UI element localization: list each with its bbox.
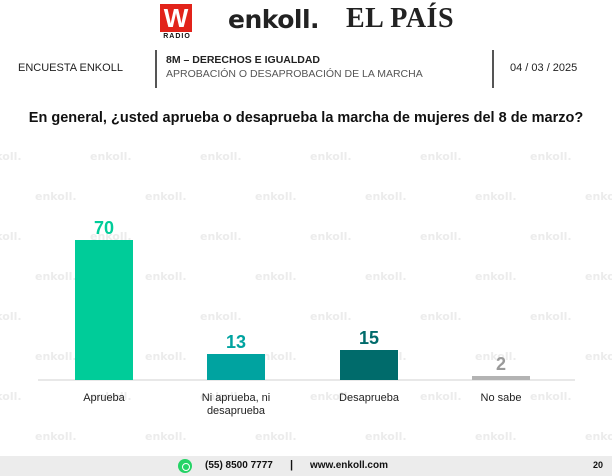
- watermark-text: enkoll.: [365, 190, 407, 203]
- survey-label: ENCUESTA ENKOLL: [18, 62, 123, 74]
- watermark-text: enkoll.: [365, 270, 407, 283]
- header-divider: [492, 50, 494, 88]
- watermark-text: enkoll.: [585, 270, 612, 283]
- enkoll-logo: enkoll.: [228, 5, 320, 34]
- watermark-text: enkoll.: [145, 190, 187, 203]
- watermark-text: enkoll.: [420, 390, 462, 403]
- watermark-text: enkoll.: [145, 270, 187, 283]
- watermark-text: enkoll.: [530, 150, 572, 163]
- watermark-text: enkoll.: [475, 190, 517, 203]
- w-radio-mark: W: [160, 4, 192, 32]
- whatsapp-icon: [178, 459, 192, 473]
- watermark-text: enkoll.: [475, 430, 517, 443]
- bar: [75, 240, 133, 380]
- watermark-text: enkoll.: [200, 150, 242, 163]
- watermark-text: enkoll.: [200, 310, 242, 323]
- category-label: Ni aprueba, ni: [202, 392, 271, 404]
- watermark-text: enkoll.: [35, 350, 77, 363]
- watermark-text: enkoll.: [530, 310, 572, 323]
- watermark-text: enkoll.: [145, 430, 187, 443]
- watermark-text: enkoll.: [255, 430, 297, 443]
- footer: (55) 8500 7777 | www.enkoll.com 20: [0, 456, 612, 476]
- watermark-text: enkoll.: [475, 270, 517, 283]
- header-strip: ENCUESTA ENKOLL 8M – DERECHOS E IGUALDAD…: [0, 46, 612, 90]
- footer-website[interactable]: www.enkoll.com: [310, 460, 388, 471]
- watermark: enkoll. enkoll. enkoll. enkoll. enkoll. enkol…: [0, 140, 612, 445]
- watermark-text: enkoll.: [200, 230, 242, 243]
- watermark-text: enkoll.: [90, 230, 132, 243]
- watermark-text: enkoll.: [310, 390, 352, 403]
- category-label: No sabe: [481, 392, 522, 404]
- watermark-text: enkoll.: [90, 390, 132, 403]
- watermark-text: enkoll.: [420, 150, 462, 163]
- watermark-text: enkoll.: [35, 190, 77, 203]
- watermark-text: enkoll.: [365, 430, 407, 443]
- category-label: desaprueba: [207, 405, 266, 417]
- watermark-text: enkoll.: [200, 390, 242, 403]
- el-pais-logo: EL PAÍS: [346, 3, 455, 34]
- section-subtitle: APROBACIÓN O DESAPROBACIÓN DE LA MARCHA: [166, 68, 423, 80]
- section-title: 8M – DERECHOS E IGUALDAD: [166, 54, 321, 66]
- watermark-text: enkoll.: [420, 310, 462, 323]
- category-label: Desaprueba: [339, 392, 400, 404]
- w-radio-logo: W RADIO: [160, 4, 194, 42]
- watermark-text: enkoll.: [35, 430, 77, 443]
- bar: [472, 376, 530, 380]
- data-label: 15: [359, 328, 379, 348]
- watermark-text: enkoll.: [475, 350, 517, 363]
- footer-separator: |: [290, 459, 294, 471]
- header-divider: [155, 50, 157, 88]
- category-label: Aprueba: [83, 392, 125, 404]
- question-title: En general, ¿usted aprueba o desaprueba …: [28, 110, 584, 126]
- w-radio-sub: RADIO: [163, 33, 191, 40]
- footer-phone: (55) 8500 7777: [205, 460, 273, 471]
- watermark-text: enkoll.: [585, 430, 612, 443]
- data-label: 13: [226, 332, 246, 352]
- survey-date: 04 / 03 / 2025: [510, 62, 578, 74]
- page-number: 20: [592, 460, 603, 470]
- watermark-text: enkoll.: [585, 350, 612, 363]
- watermark-text: enkoll.: [310, 150, 352, 163]
- watermark-text: enkoll.: [530, 230, 572, 243]
- bar: [340, 350, 398, 380]
- watermark-text: enkoll.: [310, 230, 352, 243]
- watermark-text: enkoll.: [145, 350, 187, 363]
- watermark-text: enkoll.: [0, 150, 22, 163]
- watermark-text: enkoll.: [0, 230, 22, 243]
- watermark-text: enkoll.: [0, 310, 22, 323]
- watermark-text: enkoll.: [420, 230, 462, 243]
- data-label: 2: [496, 354, 506, 374]
- watermark-text: enkoll.: [90, 150, 132, 163]
- watermark-text: enkoll.: [35, 270, 77, 283]
- watermark-text: enkoll.: [530, 390, 572, 403]
- watermark-text: enkoll.: [255, 190, 297, 203]
- watermark-text: enkoll.: [585, 190, 612, 203]
- watermark-text: enkoll.: [255, 270, 297, 283]
- watermark-text: enkoll.: [310, 310, 352, 323]
- watermark-text: enkoll.: [255, 350, 297, 363]
- data-label: 70: [94, 218, 114, 238]
- watermark-text: enkoll.: [0, 390, 22, 403]
- bar: [207, 354, 265, 380]
